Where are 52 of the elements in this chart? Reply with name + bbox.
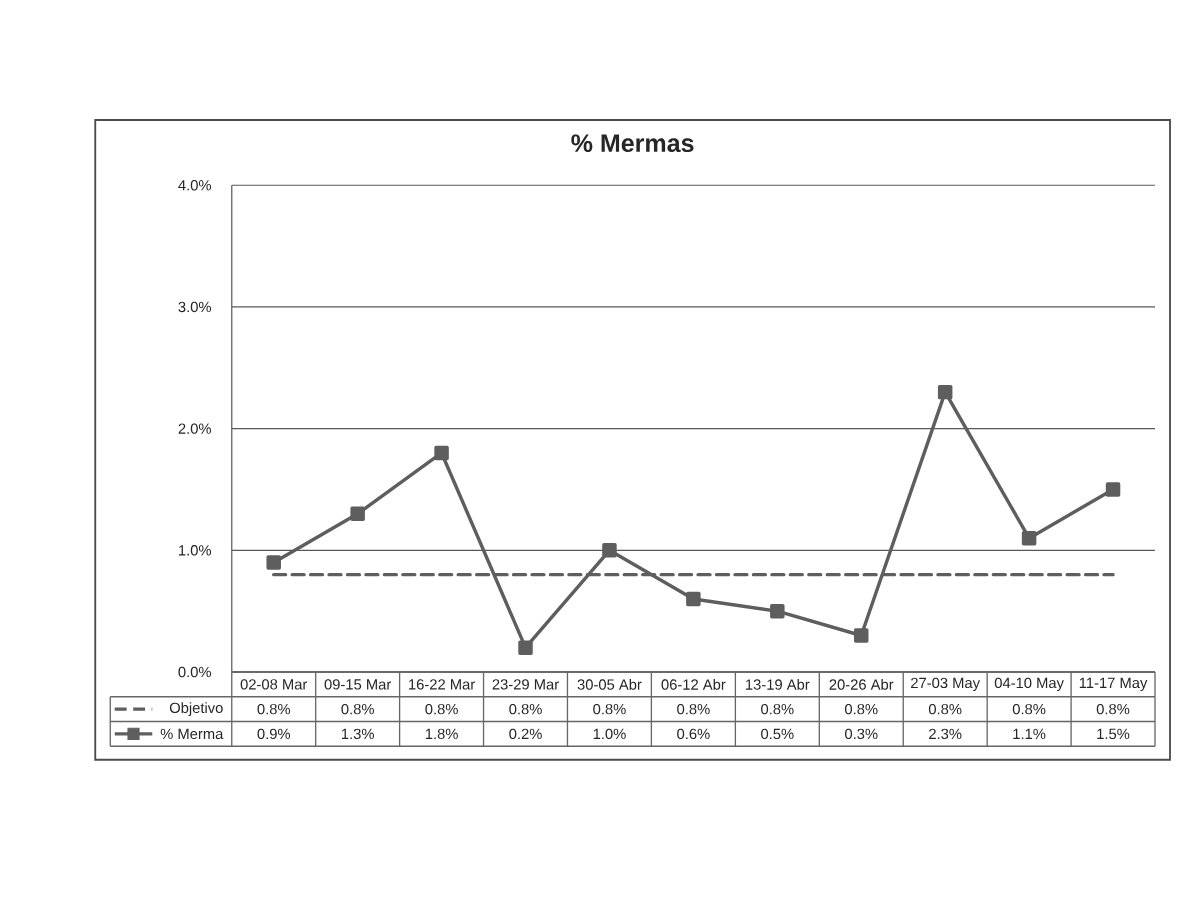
x-tick-label: 16-22 Mar (409, 679, 475, 690)
x-tick-label: 11-17 May (1079, 677, 1148, 691)
data-label: 0.8% (1096, 703, 1130, 715)
data-label: 0.8% (761, 703, 794, 715)
point (602, 543, 617, 558)
data-label: 0.8% (928, 703, 962, 715)
data-label: 1.5% (1097, 728, 1130, 740)
chart-title: % Mermas (571, 134, 694, 153)
data-label: 1.0% (593, 728, 626, 740)
point (686, 591, 701, 607)
point (853, 628, 869, 643)
point (1105, 482, 1121, 497)
y-tick-label: 0.0% (178, 666, 212, 678)
legend-label: % Merma (160, 728, 224, 740)
data-label: 0.6% (677, 728, 710, 740)
data-label: 0.8% (677, 703, 710, 715)
x-tick-label: 04-10 May (994, 677, 1064, 692)
data-label: 0.8% (593, 703, 626, 715)
x-tick-label: 23-29 Mar (492, 679, 559, 690)
x-tick-label: 02-08 Mar (240, 679, 308, 690)
y-tick-label: 2.0% (178, 423, 212, 434)
data-label: 1.8% (425, 728, 458, 740)
data-label: 0.8% (341, 703, 374, 715)
data-label: 0.8% (425, 703, 458, 715)
point (350, 506, 365, 522)
y-tick-label: 3.0% (178, 301, 212, 313)
data-label: 0.2% (509, 728, 542, 740)
point (1021, 530, 1037, 546)
data-label: 0.9% (257, 728, 291, 740)
point (518, 640, 533, 655)
data-label: 0.8% (257, 703, 291, 715)
x-tick-label: 09-15 Mar (324, 679, 392, 690)
x-tick-label: 27-03 May (911, 677, 980, 692)
data-label: 0.5% (761, 728, 794, 740)
x-tick-label: 30-05 Abr (577, 678, 642, 690)
x-tick-label: 06-12 Abr (661, 678, 726, 690)
point (770, 603, 785, 619)
y-tick-label: 1.0% (179, 545, 212, 556)
legend-label: Objetivo (169, 702, 223, 716)
x-tick-label: 13-19 Abr (746, 678, 810, 690)
data-label: 0.3% (844, 728, 878, 740)
data-label: 1.3% (341, 728, 374, 740)
data-label: 2.3% (929, 728, 962, 740)
point (434, 445, 449, 461)
data-label: 0.8% (844, 703, 878, 715)
x-tick-label: 20-26 Abr (829, 678, 894, 690)
point (937, 384, 953, 400)
data-label: 0.8% (1012, 703, 1046, 715)
y-tick-label: 4.0% (178, 180, 212, 191)
point (266, 555, 281, 570)
data-label: 1.1% (1013, 728, 1046, 740)
data-label: 0.8% (509, 703, 542, 715)
